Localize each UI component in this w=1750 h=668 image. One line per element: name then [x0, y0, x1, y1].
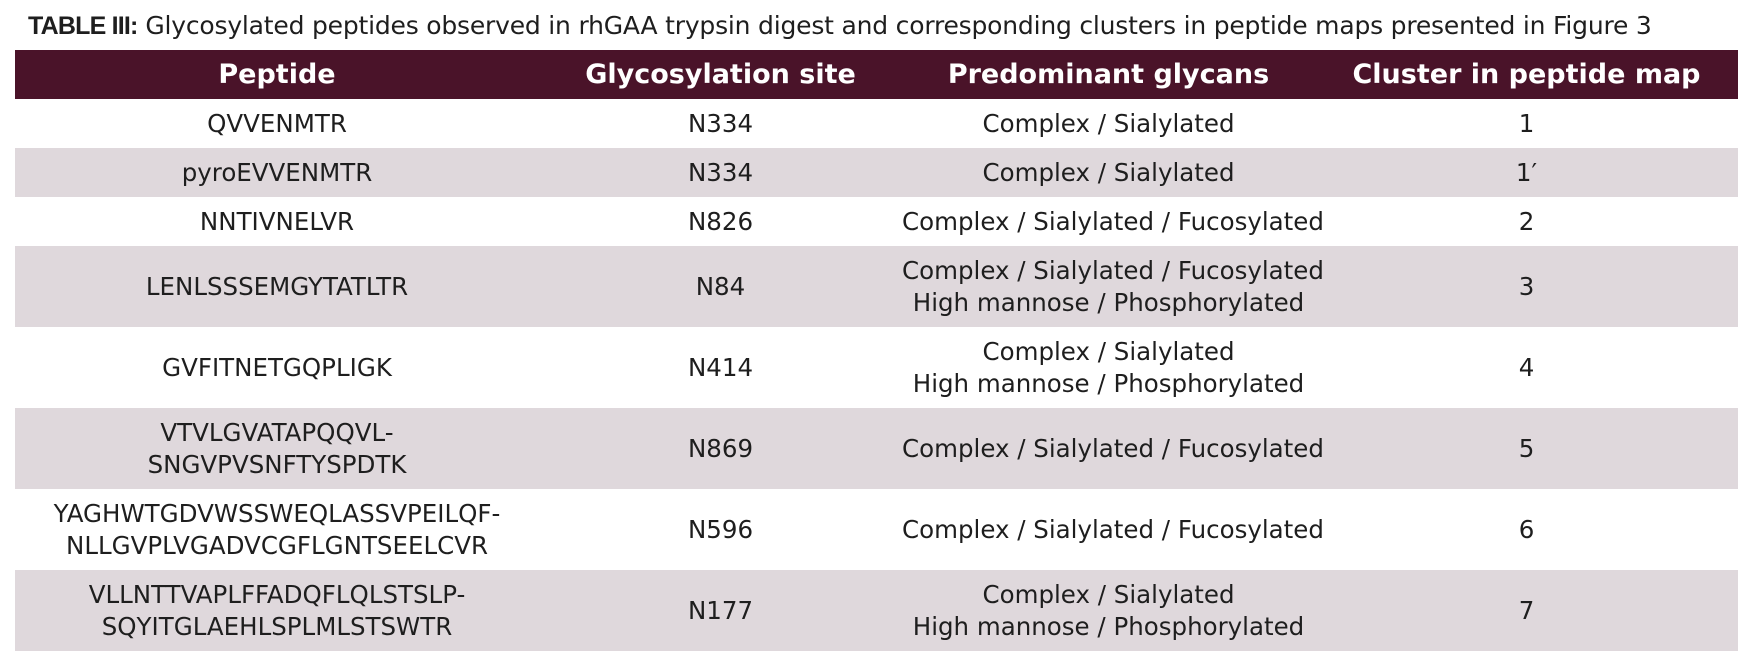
glycans-cell: Complex / Sialylated High mannose / Phosp… — [902, 327, 1315, 408]
glycans-cell: Complex / Sialylated High mannose / Phosp… — [902, 570, 1315, 651]
cluster-cell: 4 — [1315, 327, 1738, 408]
peptide-text: pyroEVVENMTR — [181, 157, 373, 187]
peptide-cell: GVFITNETGQPLIGK — [15, 327, 539, 408]
cluster-cell: 3 — [1315, 246, 1738, 327]
glycans-text: Complex / Sialylated / Fucosylated — [902, 206, 1324, 236]
peptide-text: SQYITGLAEHLSPLMLSTSWTR — [101, 611, 453, 641]
glycans-text: Complex / Sialylated — [982, 336, 1235, 366]
peptide-text: GVFITNETGQPLIGK — [162, 352, 392, 382]
peptide-text: LENLSSSEMGYTATLTR — [145, 271, 409, 301]
peptide-text: NLLGVPLVGADVCGFLGNTSEELCVR — [66, 530, 488, 560]
site-cell: N869 — [539, 408, 902, 489]
cluster-cell: 6 — [1315, 489, 1738, 570]
site-cell: N334 — [539, 99, 902, 148]
glycans-text: Complex / Sialylated / Fucosylated — [902, 514, 1324, 544]
table-row: VTVLGVATAPQQVL- SNGVPVSNFTYSPDTK N869 Com… — [15, 408, 1738, 489]
caption-text: Glycosylated peptides observed in rhGAA … — [137, 11, 1652, 40]
cluster-cell: 5 — [1315, 408, 1738, 489]
glycopeptide-table: Peptide Glycosylation site Predominant g… — [15, 50, 1738, 651]
peptide-cell: NNTIVNELVR — [15, 197, 539, 246]
table-row: NNTIVNELVR N826 Complex / Sialylated / F… — [15, 197, 1738, 246]
glycans-text: High mannose / Phosphorylated — [912, 287, 1305, 317]
site-cell: N334 — [539, 148, 902, 197]
header-cluster: Cluster in peptide map — [1315, 50, 1738, 99]
peptide-text: QVVENMTR — [207, 108, 347, 138]
peptide-cell: LENLSSSEMGYTATLTR — [15, 246, 539, 327]
peptide-cell: VTVLGVATAPQQVL- SNGVPVSNFTYSPDTK — [15, 408, 539, 489]
cluster-cell: 1 — [1315, 99, 1738, 148]
caption-label: TABLE III: — [28, 12, 138, 40]
cluster-cell: 7 — [1315, 570, 1738, 651]
glycans-cell: Complex / Sialylated / Fucosylated — [902, 489, 1324, 570]
glycans-text: Complex / Sialylated — [982, 108, 1235, 138]
header-glycosylation-site: Glycosylation site — [539, 50, 902, 99]
peptide-text: NNTIVNELVR — [199, 206, 355, 236]
peptide-cell: pyroEVVENMTR — [15, 148, 539, 197]
peptide-text: YAGHWTGDVWSSWEQLASSVPEILQF- — [53, 498, 501, 528]
glycans-text: Complex / Sialylated — [982, 579, 1235, 609]
table-row: YAGHWTGDVWSSWEQLASSVPEILQF- NLLGVPLVGADVC… — [15, 489, 1738, 570]
table-header-row: Peptide Glycosylation site Predominant g… — [15, 50, 1738, 99]
peptide-cell: YAGHWTGDVWSSWEQLASSVPEILQF- NLLGVPLVGADVC… — [15, 489, 539, 570]
header-peptide: Peptide — [15, 50, 539, 99]
site-cell: N84 — [539, 246, 902, 327]
table-row: GVFITNETGQPLIGK N414 Complex / Sialylate… — [15, 327, 1738, 408]
table-row: QVVENMTR N334 Complex / Sialylated 1 — [15, 99, 1738, 148]
site-cell: N826 — [539, 197, 902, 246]
site-cell: N177 — [539, 570, 902, 651]
glycans-text: Complex / Sialylated / Fucosylated — [902, 255, 1324, 285]
glycans-text: Complex / Sialylated / Fucosylated — [902, 433, 1324, 463]
header-predominant-glycans: Predominant glycans — [902, 50, 1315, 99]
peptide-cell: QVVENMTR — [15, 99, 539, 148]
glycopeptide-table-container: Peptide Glycosylation site Predominant g… — [15, 50, 1738, 651]
glycans-cell: Complex / Sialylated / Fucosylated — [902, 197, 1324, 246]
table-row: LENLSSSEMGYTATLTR N84 Complex / Sialylat… — [15, 246, 1738, 327]
site-cell: N596 — [539, 489, 902, 570]
glycans-cell: Complex / Sialylated / Fucosylated High m… — [902, 246, 1324, 327]
table-caption: TABLE III: Glycosylated peptides observe… — [28, 6, 1738, 46]
glycans-cell: Complex / Sialylated — [902, 99, 1315, 148]
glycans-cell: Complex / Sialylated — [902, 148, 1315, 197]
cluster-cell: 1′ — [1315, 148, 1738, 197]
cluster-cell: 2 — [1315, 197, 1738, 246]
table-row: pyroEVVENMTR N334 Complex / Sialylated 1… — [15, 148, 1738, 197]
peptide-text: VLLNTTVAPLFFADQFLQLSTSLP- — [88, 579, 466, 609]
glycans-text: High mannose / Phosphorylated — [912, 611, 1305, 641]
glycans-text: Complex / Sialylated — [982, 157, 1235, 187]
peptide-text: SNGVPVSNFTYSPDTK — [147, 449, 407, 479]
glycans-text: High mannose / Phosphorylated — [912, 368, 1305, 398]
site-cell: N414 — [539, 327, 902, 408]
peptide-cell: VLLNTTVAPLFFADQFLQLSTSLP- SQYITGLAEHLSPLM… — [15, 570, 539, 651]
peptide-text: VTVLGVATAPQQVL- — [160, 417, 394, 447]
glycans-cell: Complex / Sialylated / Fucosylated — [902, 408, 1324, 489]
table-row: VLLNTTVAPLFFADQFLQLSTSLP- SQYITGLAEHLSPLM… — [15, 570, 1738, 651]
